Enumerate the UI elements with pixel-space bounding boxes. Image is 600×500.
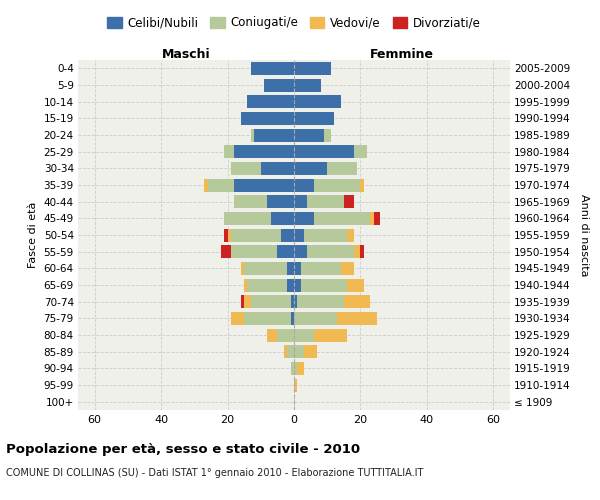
Bar	[314, 328, 347, 342]
Bar	[208, 178, 234, 192]
Bar	[294, 178, 314, 192]
Bar	[224, 228, 227, 241]
Bar	[294, 245, 307, 258]
Bar	[301, 278, 347, 291]
Bar	[294, 162, 327, 175]
Bar	[244, 262, 287, 275]
Bar	[251, 295, 290, 308]
Bar	[314, 212, 370, 225]
Bar	[247, 278, 287, 291]
Bar	[294, 112, 334, 125]
Bar	[374, 212, 380, 225]
Bar	[247, 95, 294, 108]
Bar	[294, 195, 307, 208]
Legend: Celibi/Nubili, Coniugati/e, Vedovi/e, Divorziati/e: Celibi/Nubili, Coniugati/e, Vedovi/e, Di…	[103, 12, 485, 34]
Bar	[370, 212, 374, 225]
Bar	[294, 378, 298, 392]
Bar	[298, 362, 304, 375]
Bar	[268, 195, 294, 208]
Bar	[294, 362, 298, 375]
Bar	[241, 262, 244, 275]
Bar	[241, 112, 294, 125]
Bar	[244, 278, 247, 291]
Bar	[354, 245, 361, 258]
Bar	[354, 145, 367, 158]
Bar	[221, 245, 231, 258]
Bar	[304, 345, 317, 358]
Text: COMUNE DI COLLINAS (SU) - Dati ISTAT 1° gennaio 2010 - Elaborazione TUTTITALIA.I: COMUNE DI COLLINAS (SU) - Dati ISTAT 1° …	[6, 468, 424, 477]
Bar	[294, 145, 354, 158]
Bar	[227, 228, 231, 241]
Bar	[294, 295, 298, 308]
Bar	[234, 195, 268, 208]
Bar	[294, 278, 301, 291]
Bar	[294, 212, 314, 225]
Bar	[251, 62, 294, 75]
Bar	[277, 328, 294, 342]
Bar	[204, 178, 208, 192]
Bar	[284, 345, 287, 358]
Bar	[277, 245, 294, 258]
Bar	[264, 78, 294, 92]
Bar	[244, 295, 251, 308]
Bar	[347, 228, 354, 241]
Bar	[271, 212, 294, 225]
Bar	[341, 262, 354, 275]
Bar	[294, 78, 320, 92]
Text: Popolazione per età, sesso e stato civile - 2010: Popolazione per età, sesso e stato civil…	[6, 442, 360, 456]
Bar	[234, 145, 294, 158]
Bar	[324, 128, 331, 141]
Text: Femmine: Femmine	[370, 48, 434, 61]
Bar	[231, 245, 277, 258]
Bar	[294, 312, 337, 325]
Bar	[294, 262, 301, 275]
Bar	[261, 162, 294, 175]
Bar	[241, 295, 244, 308]
Bar	[327, 162, 357, 175]
Bar	[224, 145, 234, 158]
Bar	[231, 228, 281, 241]
Bar	[294, 228, 304, 241]
Bar	[251, 128, 254, 141]
Bar	[281, 228, 294, 241]
Bar	[287, 278, 294, 291]
Bar	[298, 295, 344, 308]
Bar	[314, 178, 361, 192]
Bar	[307, 195, 344, 208]
Bar	[347, 278, 364, 291]
Bar	[304, 228, 347, 241]
Bar	[294, 95, 341, 108]
Bar	[231, 312, 244, 325]
Bar	[290, 295, 294, 308]
Bar	[268, 328, 277, 342]
Text: Maschi: Maschi	[161, 48, 211, 61]
Bar	[231, 162, 261, 175]
Bar	[294, 62, 331, 75]
Bar	[307, 245, 354, 258]
Bar	[361, 245, 364, 258]
Bar	[337, 312, 377, 325]
Bar	[344, 195, 354, 208]
Bar	[244, 312, 290, 325]
Bar	[224, 212, 271, 225]
Bar	[290, 362, 294, 375]
Bar	[234, 178, 294, 192]
Bar	[290, 312, 294, 325]
Bar	[287, 262, 294, 275]
Bar	[294, 328, 314, 342]
Y-axis label: Fasce di età: Fasce di età	[28, 202, 38, 268]
Bar	[254, 128, 294, 141]
Bar	[344, 295, 370, 308]
Bar	[301, 262, 341, 275]
Bar	[294, 128, 324, 141]
Bar	[287, 345, 294, 358]
Bar	[294, 345, 304, 358]
Y-axis label: Anni di nascita: Anni di nascita	[579, 194, 589, 276]
Bar	[361, 178, 364, 192]
